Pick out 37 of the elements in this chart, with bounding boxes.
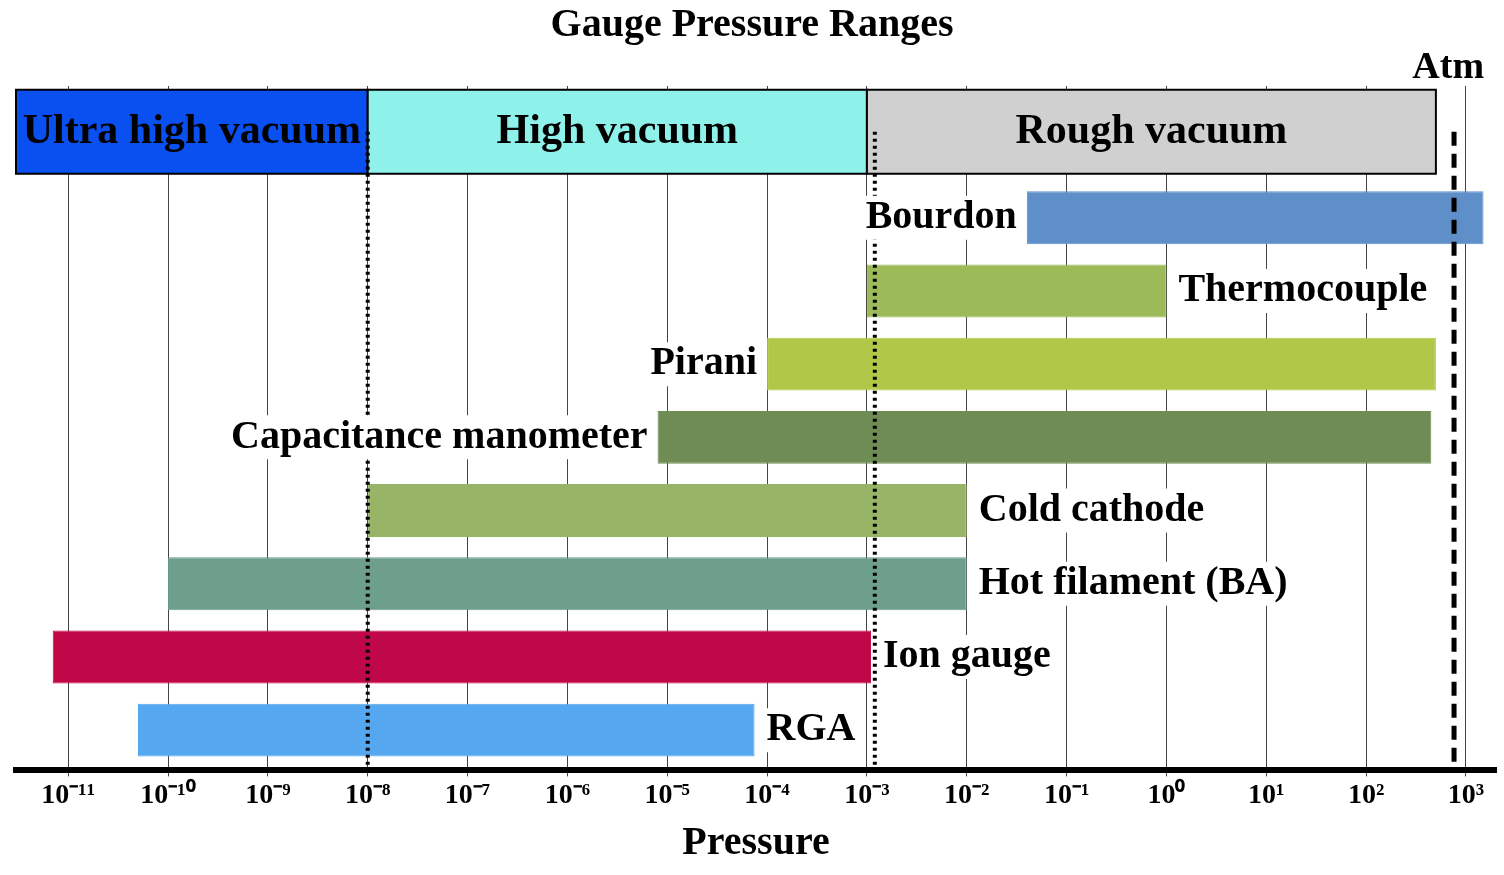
- bar: [367, 484, 967, 537]
- y-tick-label: Capacitance manometer: [231, 411, 648, 457]
- band-label: High vacuum: [496, 105, 739, 152]
- x-tick-label: 10⁰: [1147, 778, 1186, 810]
- x-tick-label: 10²: [1347, 778, 1385, 810]
- x-tick-label: 10⁻⁶: [544, 778, 591, 810]
- x-tick-label: 10⁻¹¹: [41, 778, 96, 810]
- y-tick-label: Hot filament (BA): [978, 558, 1288, 604]
- x-tick-label: 10⁻⁴: [744, 778, 791, 810]
- x-tick-label: 10⁻¹⁰: [140, 778, 196, 810]
- bar: [866, 264, 1167, 318]
- x-tick-label: 10⁻⁹: [245, 778, 291, 810]
- y-tick-label: Cold cathode: [978, 484, 1205, 530]
- chart-title: Gauge Pressure Ranges: [549, 0, 955, 46]
- bar: [767, 337, 1436, 391]
- x-tick-label: 10³: [1447, 778, 1485, 810]
- y-tick-label: Ion gauge: [883, 631, 1051, 677]
- x-axis-title: Pressure: [682, 818, 830, 864]
- x-tick-label: 10⁻¹: [1043, 778, 1090, 810]
- y-tick-label: Bourdon: [865, 192, 1017, 238]
- bar: [168, 557, 967, 611]
- band-label: Rough vacuum: [1015, 105, 1288, 152]
- bar: [137, 703, 755, 757]
- bar: [1026, 191, 1484, 245]
- x-tick-label: 10¹: [1248, 778, 1285, 810]
- x-tick-label: 10⁻⁸: [345, 778, 391, 810]
- y-tick-label: Thermocouple: [1178, 265, 1428, 311]
- y-tick-label: RGA: [766, 704, 856, 750]
- x-tick-label: 10⁻⁵: [644, 778, 690, 810]
- ref-line-label: Atm: [1412, 44, 1485, 87]
- bar: [52, 630, 872, 684]
- y-tick-label: Pirani: [650, 338, 758, 384]
- x-tick-label: 10⁻³: [844, 778, 890, 810]
- bar: [657, 410, 1432, 464]
- band-label: Ultra high vacuum: [22, 105, 362, 152]
- x-tick-label: 10⁻⁷: [444, 778, 491, 810]
- x-tick-label: 10⁻²: [944, 778, 990, 810]
